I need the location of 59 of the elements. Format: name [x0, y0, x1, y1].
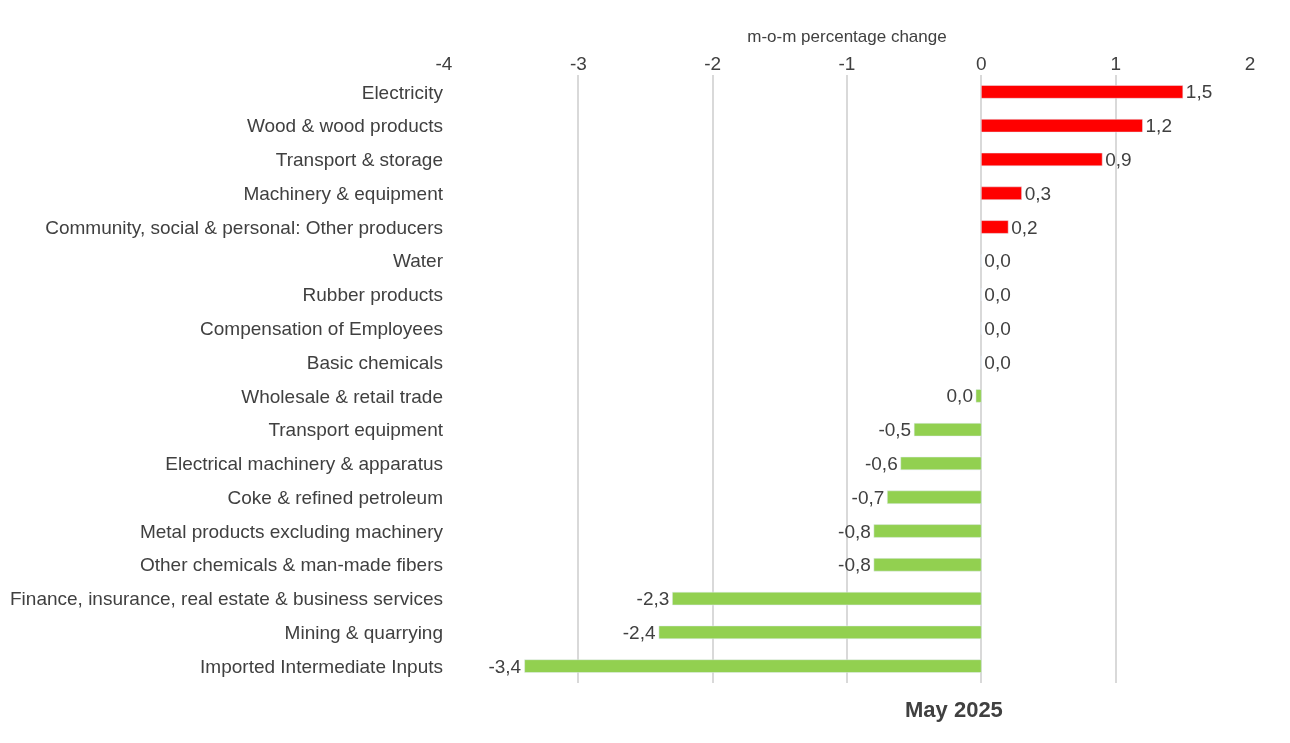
y-tick-label: Electricity	[361, 81, 444, 103]
data-label: -0,6	[864, 452, 898, 474]
bar	[975, 389, 982, 403]
bar	[981, 186, 1022, 200]
data-label: 0,3	[1024, 182, 1052, 204]
data-label: 1,2	[1145, 115, 1172, 137]
y-tick-label: Mining & quarrying	[284, 621, 443, 643]
bar	[672, 591, 982, 606]
bar	[658, 625, 982, 639]
bar	[981, 220, 1009, 234]
x-tick-label: -3	[569, 53, 587, 75]
data-label: 0,0	[984, 284, 1011, 306]
y-tick-label: Coke & refined petroleum	[227, 486, 443, 508]
data-label: 0,0	[984, 250, 1011, 272]
y-tick-label: Other chemicals & man-made fibers	[139, 554, 443, 576]
x-tick-label: -2	[704, 53, 722, 75]
data-label: 0,0	[984, 317, 1011, 339]
y-tick-label: Rubber products	[302, 284, 443, 306]
y-tick-label: Wood & wood products	[246, 115, 443, 137]
data-label: -0,8	[838, 554, 871, 576]
bar	[873, 558, 982, 572]
y-tick-label: Transport & storage	[275, 149, 443, 171]
y-tick-label: Community, social & personal: Other producers	[45, 216, 443, 238]
bar	[887, 490, 982, 504]
x-tick-label: 0	[976, 53, 987, 75]
bar	[873, 524, 982, 538]
y-tick-label: Finance, insurance, real estate & business services	[10, 588, 443, 610]
bar	[913, 423, 982, 437]
y-tick-label: Electrical machinery & apparatus	[165, 453, 443, 475]
data-label: 0,2	[1011, 216, 1038, 238]
x-tick-label: 1	[1110, 53, 1121, 75]
x-tick-label: 2	[1244, 53, 1256, 75]
x-tick-label: -4	[435, 53, 453, 75]
bar	[981, 119, 1143, 133]
text: May 2025	[905, 697, 1003, 722]
y-tick-label: Compensation of Employees	[200, 317, 443, 339]
data-label: -3,4	[488, 655, 522, 677]
bar	[900, 456, 982, 471]
x-tick-label: -1	[838, 53, 856, 75]
data-label: -0,7	[851, 486, 885, 508]
y-tick-label: Metal products excluding machinery	[139, 520, 444, 542]
x-axis-title: m-o-m percentage change	[747, 26, 947, 46]
y-tick-label: Wholesale & retail trade	[241, 385, 443, 407]
data-label: 0,9	[1105, 148, 1132, 170]
y-tick-label: Imported Intermediate Inputs	[200, 655, 443, 677]
data-label: 0,0	[984, 351, 1011, 373]
y-tick-label: Machinery & equipment	[243, 182, 444, 204]
y-tick-label: Transport equipment	[268, 419, 444, 441]
data-label: 0,0	[946, 385, 973, 407]
data-label: -2,4	[622, 621, 656, 643]
bar	[981, 85, 1184, 99]
data-label: 1,5	[1185, 81, 1213, 103]
bar	[524, 659, 982, 673]
data-label: -2,3	[636, 588, 670, 610]
y-tick-label: Basic chemicals	[306, 351, 443, 373]
data-label: -0,8	[838, 520, 871, 542]
y-tick-label: Water	[393, 250, 444, 272]
bar	[981, 152, 1103, 167]
data-label: -0,5	[878, 419, 912, 441]
